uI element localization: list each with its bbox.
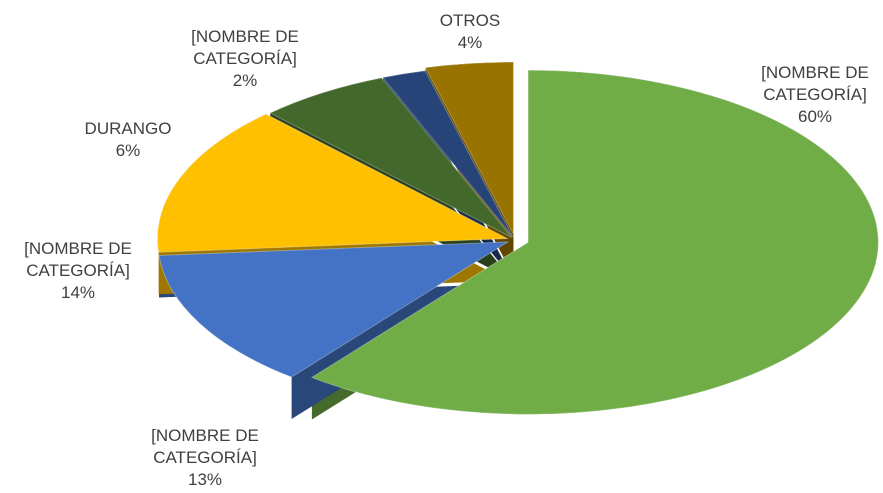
slice bbox=[382, 70, 514, 238]
slice bbox=[424, 61, 514, 235]
data-label: [NOMBRE DE CATEGORÍA] 2% bbox=[170, 26, 320, 92]
category-label: [NOMBRE DE CATEGORÍA] bbox=[191, 27, 299, 68]
slice bbox=[157, 113, 510, 253]
percent-label: 4% bbox=[457, 33, 483, 52]
data-label: OTROS 4% bbox=[395, 10, 545, 54]
slice bbox=[310, 69, 879, 415]
category-label: [NOMBRE DE CATEGORÍA] bbox=[761, 63, 869, 104]
percent-label: 14% bbox=[60, 283, 96, 302]
category-label: [NOMBRE DE CATEGORÍA] bbox=[24, 239, 132, 280]
slice bbox=[158, 241, 510, 378]
slice bbox=[269, 77, 513, 238]
data-label: DURANGO 6% bbox=[53, 118, 203, 162]
category-label: [NOMBRE DE CATEGORÍA] bbox=[151, 426, 259, 467]
percent-label: 2% bbox=[232, 71, 258, 90]
percent-label: 60% bbox=[797, 107, 833, 126]
percent-label: 13% bbox=[187, 470, 223, 489]
data-label: [NOMBRE DE CATEGORÍA] 60% bbox=[740, 62, 883, 128]
category-label: OTROS bbox=[439, 11, 501, 30]
percent-label: 6% bbox=[115, 141, 141, 160]
data-label: [NOMBRE DE CATEGORÍA] 13% bbox=[130, 425, 280, 491]
category-label: DURANGO bbox=[84, 119, 172, 138]
data-label: [NOMBRE DE CATEGORÍA] 14% bbox=[3, 238, 153, 304]
